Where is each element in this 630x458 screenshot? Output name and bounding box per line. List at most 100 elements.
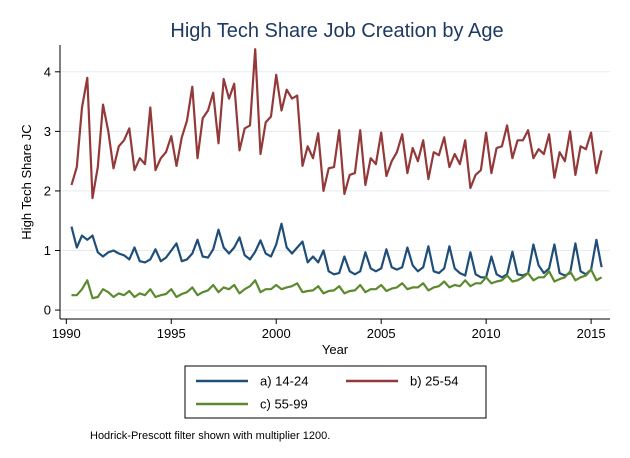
- data-point: [507, 125, 508, 126]
- data-point: [113, 250, 114, 251]
- data-point: [333, 290, 334, 291]
- data-point: [480, 170, 481, 171]
- data-point: [160, 158, 161, 159]
- x-tick-label: 2010: [472, 326, 501, 341]
- data-point: [97, 296, 98, 297]
- data-point: [491, 256, 492, 257]
- data-point: [486, 277, 487, 278]
- data-point: [323, 250, 324, 251]
- data-point: [339, 286, 340, 287]
- y-tick-label: 4: [44, 64, 51, 79]
- data-point: [538, 277, 539, 278]
- data-point: [491, 173, 492, 174]
- data-point: [81, 289, 82, 290]
- data-point: [150, 259, 151, 260]
- data-point: [349, 290, 350, 291]
- data-point: [81, 235, 82, 236]
- data-point: [102, 289, 103, 290]
- data-point: [601, 277, 602, 278]
- data-point: [412, 147, 413, 148]
- data-point: [465, 140, 466, 141]
- y-tick-label: 2: [44, 183, 51, 198]
- data-point: [265, 253, 266, 254]
- data-point: [144, 295, 145, 296]
- data-point: [328, 271, 329, 272]
- data-point: [228, 289, 229, 290]
- data-point: [307, 262, 308, 263]
- data-point: [307, 290, 308, 291]
- data-point: [265, 122, 266, 123]
- data-point: [307, 146, 308, 147]
- data-point: [365, 252, 366, 253]
- x-tick-label: 1995: [157, 326, 186, 341]
- x-axis-label: Year: [322, 342, 349, 357]
- data-point: [549, 268, 550, 269]
- data-point: [381, 268, 382, 269]
- data-point: [444, 137, 445, 138]
- data-point: [302, 292, 303, 293]
- data-point: [344, 193, 345, 194]
- data-point: [197, 239, 198, 240]
- data-point: [344, 256, 345, 257]
- data-point: [312, 158, 313, 159]
- data-point: [575, 174, 576, 175]
- x-tick-label: 2015: [577, 326, 606, 341]
- data-point: [281, 110, 282, 111]
- data-point: [454, 153, 455, 154]
- data-point: [244, 289, 245, 290]
- data-point: [87, 280, 88, 281]
- data-point: [391, 267, 392, 268]
- data-point: [239, 150, 240, 151]
- data-point: [465, 280, 466, 281]
- y-tick-label: 0: [44, 303, 51, 318]
- data-point: [491, 283, 492, 284]
- data-point: [249, 259, 250, 260]
- data-point: [102, 104, 103, 105]
- data-point: [281, 289, 282, 290]
- data-point: [533, 244, 534, 245]
- data-point: [391, 161, 392, 162]
- data-point: [517, 140, 518, 141]
- data-point: [396, 152, 397, 153]
- data-point: [223, 247, 224, 248]
- data-point: [596, 173, 597, 174]
- data-point: [165, 293, 166, 294]
- plot-area: [60, 45, 610, 319]
- data-point: [129, 290, 130, 291]
- data-point: [360, 284, 361, 285]
- data-point: [192, 287, 193, 288]
- data-point: [302, 165, 303, 166]
- data-point: [339, 130, 340, 131]
- data-point: [181, 261, 182, 262]
- data-point: [354, 274, 355, 275]
- data-point: [365, 292, 366, 293]
- legend-label-1: b) 25-54: [410, 374, 458, 389]
- data-point: [139, 293, 140, 294]
- data-point: [396, 269, 397, 270]
- data-point: [449, 246, 450, 247]
- data-point: [260, 153, 261, 154]
- data-point: [71, 295, 72, 296]
- data-point: [538, 265, 539, 266]
- data-point: [370, 158, 371, 159]
- data-point: [433, 287, 434, 288]
- data-point: [123, 295, 124, 296]
- data-point: [155, 296, 156, 297]
- data-point: [459, 273, 460, 274]
- data-point: [454, 284, 455, 285]
- data-point: [134, 247, 135, 248]
- x-tick-label: 2000: [262, 326, 291, 341]
- data-point: [228, 98, 229, 99]
- data-point: [365, 184, 366, 185]
- data-point: [286, 89, 287, 90]
- data-point: [559, 279, 560, 280]
- data-point: [570, 131, 571, 132]
- data-point: [601, 150, 602, 151]
- data-point: [333, 274, 334, 275]
- data-point: [108, 252, 109, 253]
- data-point: [580, 271, 581, 272]
- data-point: [402, 134, 403, 135]
- data-point: [386, 175, 387, 176]
- data-point: [118, 146, 119, 147]
- data-point: [81, 107, 82, 108]
